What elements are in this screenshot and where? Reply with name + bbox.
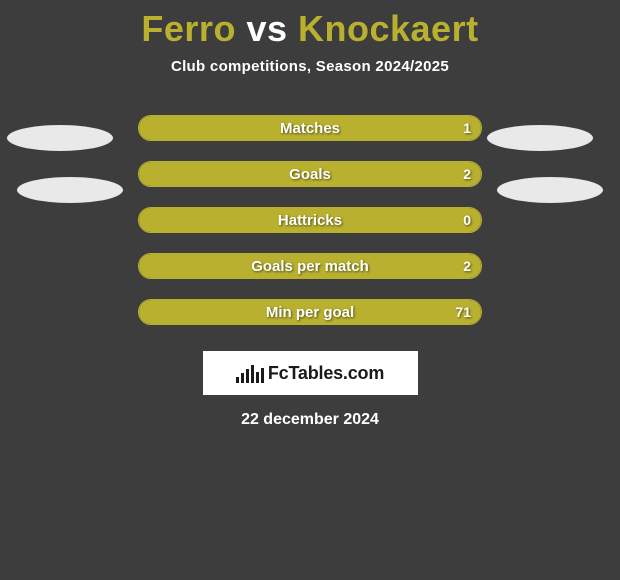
stat-bar: Goals per match2 xyxy=(138,253,482,279)
stat-rows: Matches1 Goals2 Hattricks0 Goals per match2… xyxy=(0,105,620,335)
icon-bar xyxy=(256,372,259,383)
icon-bar xyxy=(241,373,244,383)
icon-bar xyxy=(251,365,254,383)
stat-row: Matches1 xyxy=(0,105,620,151)
icon-bar xyxy=(246,369,249,383)
title-player2: Knockaert xyxy=(298,8,479,49)
stat-bar-fill xyxy=(139,254,481,278)
page-title: Ferro vs Knockaert xyxy=(0,0,620,50)
stat-bar: Matches1 xyxy=(138,115,482,141)
stat-bar-fill xyxy=(139,116,481,140)
stat-bar-fill xyxy=(139,208,481,232)
bar-chart-icon xyxy=(236,363,264,383)
stat-row: Min per goal71 xyxy=(0,289,620,335)
title-player1: Ferro xyxy=(141,8,236,49)
stat-bar-fill xyxy=(139,300,481,324)
title-vs: vs xyxy=(246,8,287,49)
subtitle: Club competitions, Season 2024/2025 xyxy=(0,58,620,75)
stat-bar: Min per goal71 xyxy=(138,299,482,325)
stat-bar-fill xyxy=(139,162,481,186)
stat-bar: Goals2 xyxy=(138,161,482,187)
stat-row: Hattricks0 xyxy=(0,197,620,243)
source-badge: FcTables.com xyxy=(203,351,418,395)
badge-text: FcTables.com xyxy=(268,363,384,384)
stat-row: Goals2 xyxy=(0,151,620,197)
date-label: 22 december 2024 xyxy=(0,411,620,429)
icon-bar xyxy=(261,368,264,383)
stat-row: Goals per match2 xyxy=(0,243,620,289)
icon-bar xyxy=(236,377,239,383)
stat-bar: Hattricks0 xyxy=(138,207,482,233)
